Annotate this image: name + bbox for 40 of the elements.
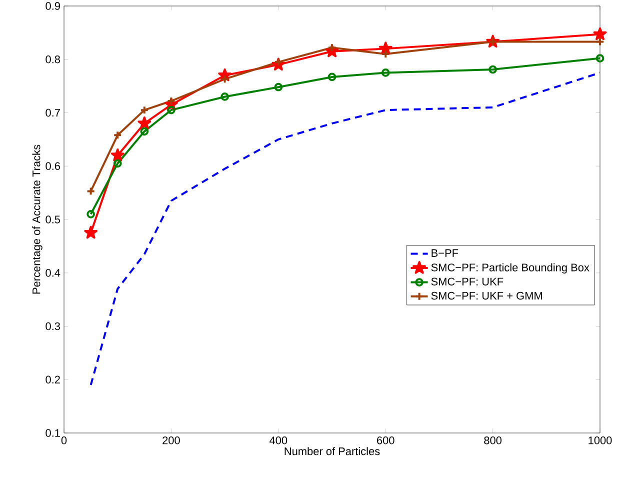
x-tick-label: 0 [61, 436, 67, 444]
y-tick-label: 0.6 [46, 162, 60, 170]
point [274, 82, 283, 92]
y-tick-label: 0.2 [46, 376, 60, 384]
point [84, 226, 98, 239]
x-axis-title: Number of Particles [284, 447, 380, 456]
x-tick-label: 600 [377, 436, 394, 444]
point [166, 96, 176, 106]
point [328, 43, 336, 52]
y-tick-label: 0.3 [46, 322, 60, 330]
point [110, 148, 124, 162]
point [488, 37, 498, 46]
line-series [90, 72, 600, 386]
x-tick-label: 200 [162, 436, 180, 444]
point [167, 106, 176, 114]
y-tick-label: 0.8 [46, 55, 60, 64]
point [488, 65, 497, 74]
point [113, 130, 122, 140]
point [113, 159, 122, 168]
legend-label: B−PF [432, 249, 458, 257]
y-tick-label: 0.7 [46, 108, 60, 117]
point [381, 68, 390, 77]
point [328, 72, 336, 82]
y-tick-label: 0.4 [46, 268, 60, 277]
x-tick-label: 1000 [588, 436, 612, 444]
y-tick-label: 0.9 [46, 2, 60, 10]
y-axis-title: Percentage of Accurate Tracks [32, 144, 42, 294]
x-tick-label: 400 [270, 436, 288, 444]
legend-label: SMC−PF: Particle Bounding Box [431, 263, 590, 274]
point [378, 42, 392, 55]
y-tick-label: 0.1 [46, 429, 60, 437]
point [220, 92, 229, 101]
point [138, 116, 152, 130]
legend-label: SMC−PF: UKF + GMM [431, 292, 542, 300]
point [220, 74, 230, 84]
x-tick-label: 800 [484, 436, 502, 444]
y-tick-label: 0.5 [46, 216, 60, 224]
legend-label: SMC−PF: UKF [431, 278, 504, 286]
point [593, 27, 607, 40]
point [140, 127, 149, 136]
